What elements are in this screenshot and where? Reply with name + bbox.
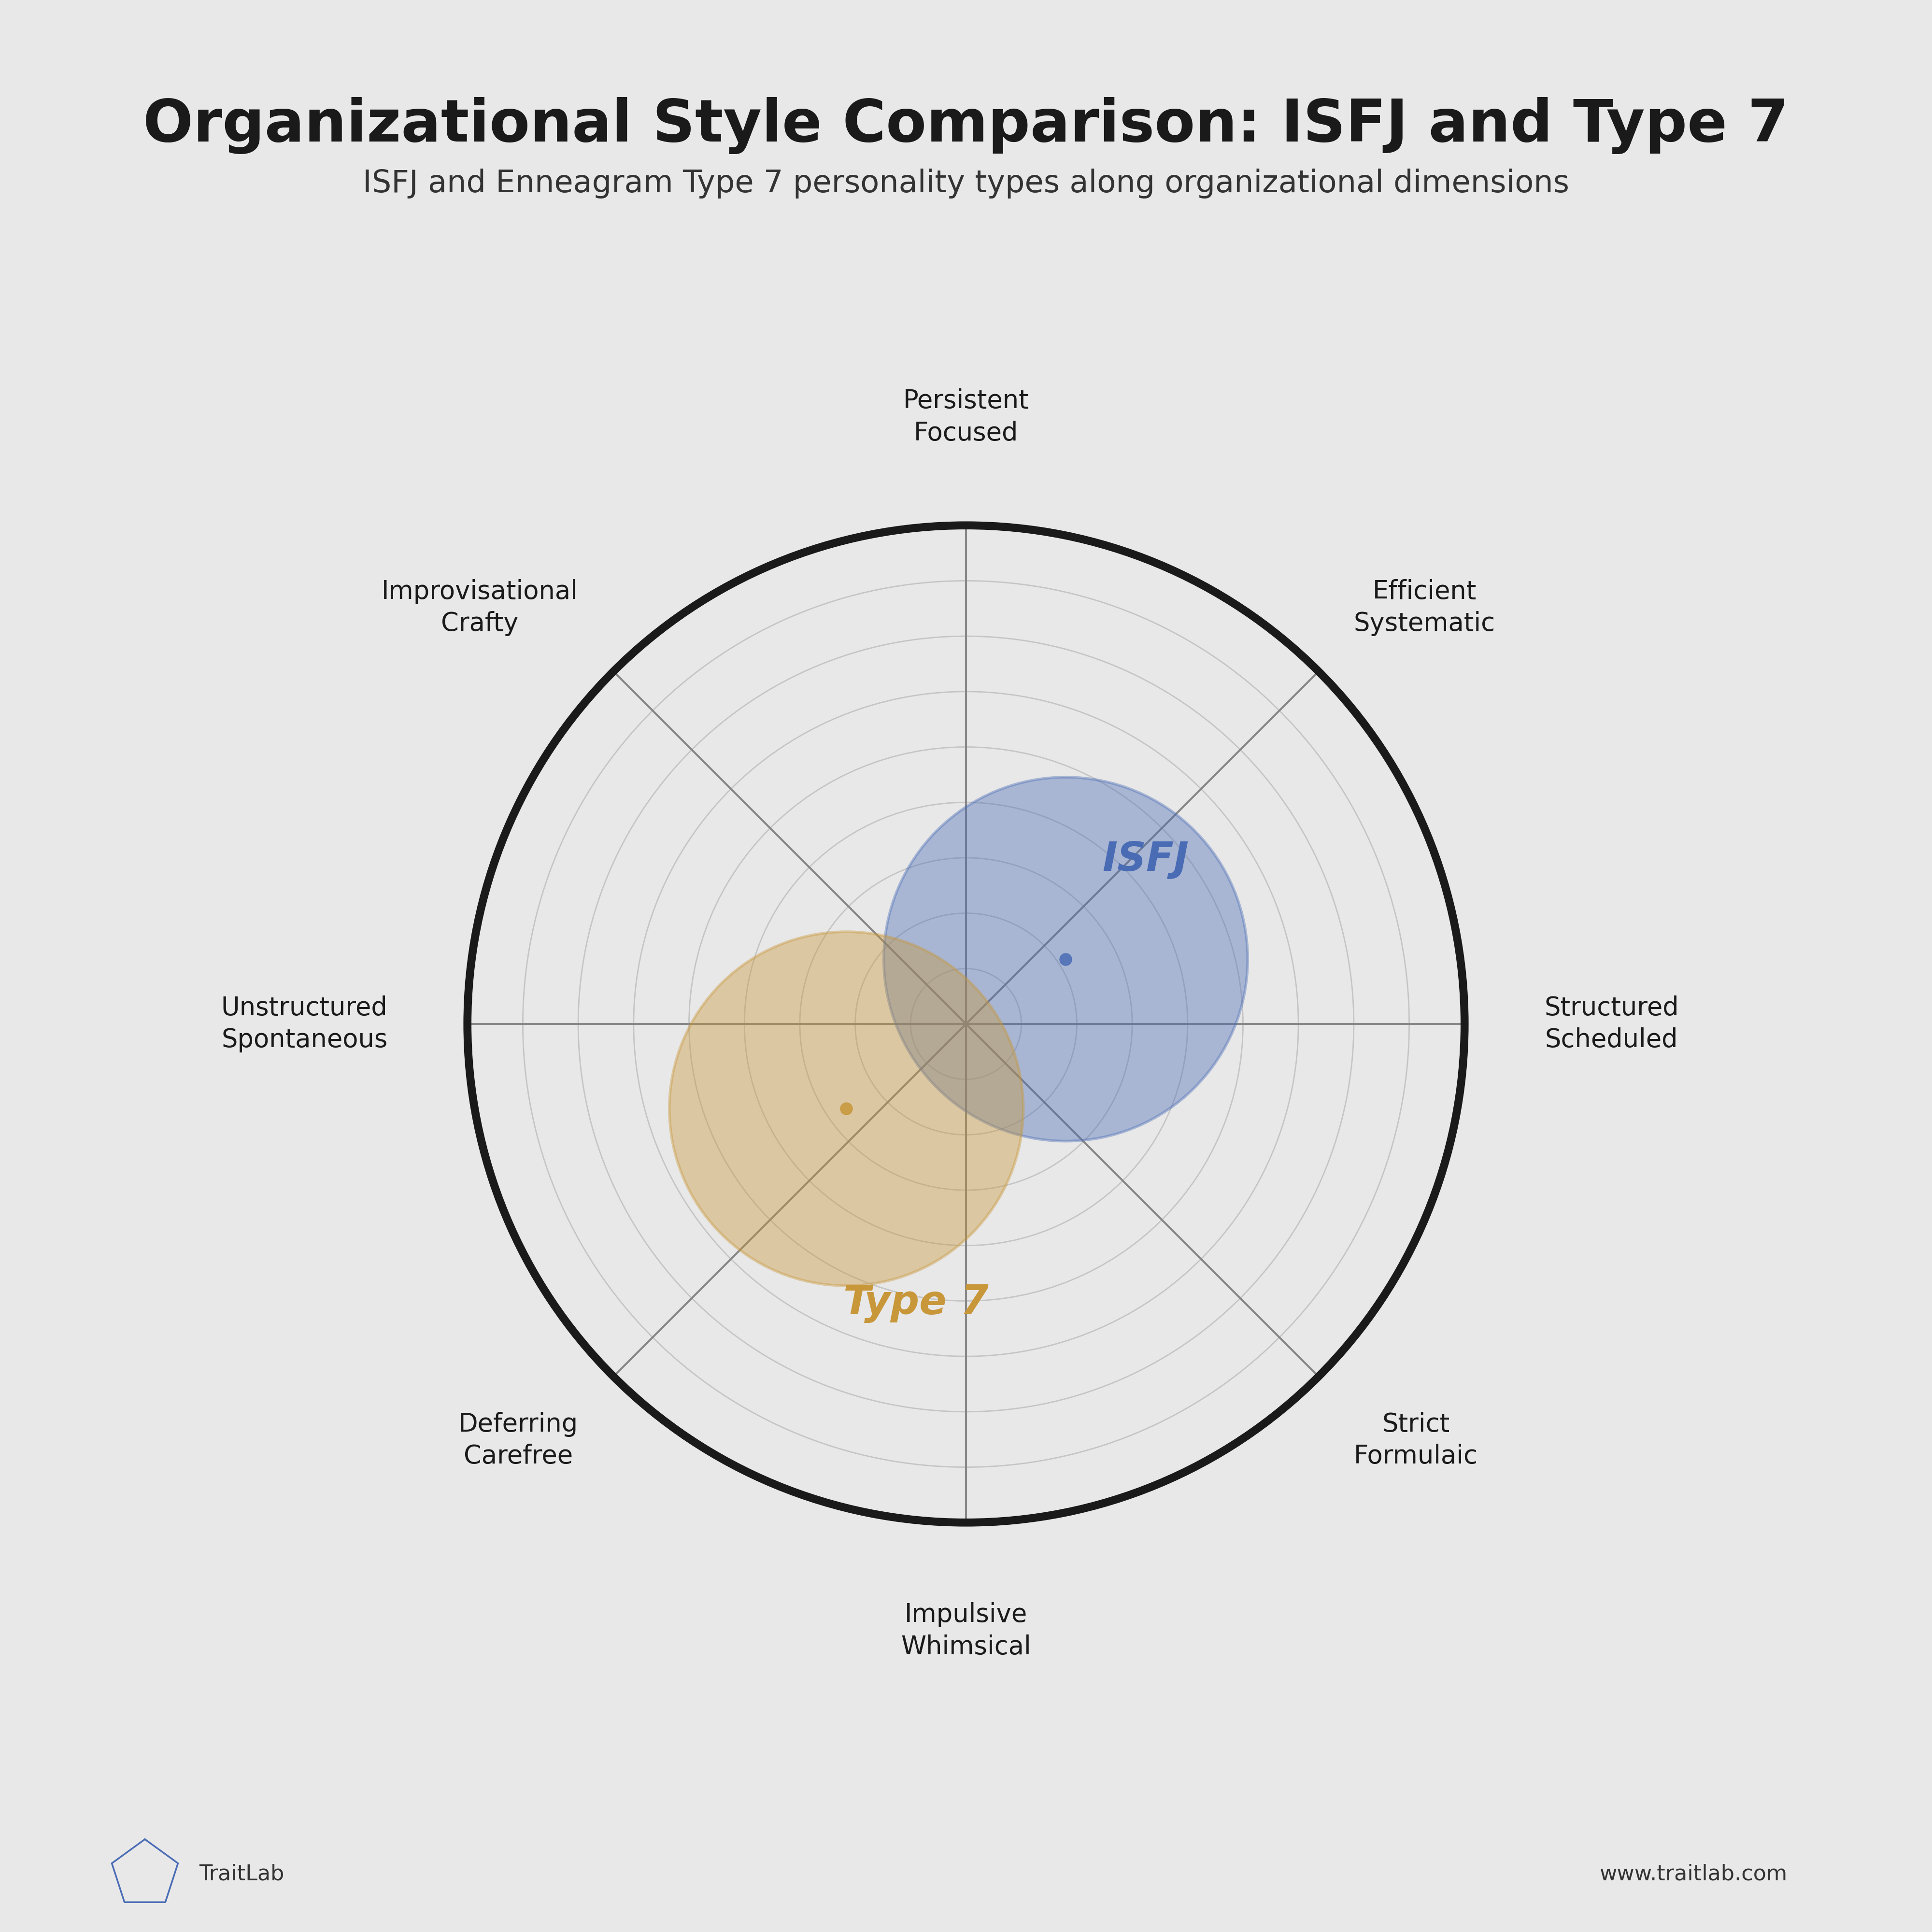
Text: ISFJ and Enneagram Type 7 personality types along organizational dimensions: ISFJ and Enneagram Type 7 personality ty…: [363, 168, 1569, 199]
Text: Strict
Formulaic: Strict Formulaic: [1354, 1412, 1478, 1468]
Text: www.traitlab.com: www.traitlab.com: [1600, 1864, 1787, 1884]
Text: Improvisational
Crafty: Improvisational Crafty: [383, 580, 578, 636]
Text: Structured
Scheduled: Structured Scheduled: [1544, 995, 1679, 1053]
Text: Impulsive
Whimsical: Impulsive Whimsical: [900, 1602, 1032, 1660]
Circle shape: [668, 931, 1024, 1285]
Text: Unstructured
Spontaneous: Unstructured Spontaneous: [220, 995, 388, 1053]
Text: Type 7: Type 7: [844, 1283, 989, 1323]
Text: ISFJ: ISFJ: [1103, 840, 1188, 879]
Text: Persistent
Focused: Persistent Focused: [902, 388, 1030, 446]
Circle shape: [883, 777, 1248, 1142]
Text: Efficient
Systematic: Efficient Systematic: [1354, 580, 1495, 636]
Text: Deferring
Carefree: Deferring Carefree: [458, 1412, 578, 1468]
Text: TraitLab: TraitLab: [199, 1864, 284, 1884]
Text: Organizational Style Comparison: ISFJ and Type 7: Organizational Style Comparison: ISFJ an…: [143, 97, 1789, 155]
